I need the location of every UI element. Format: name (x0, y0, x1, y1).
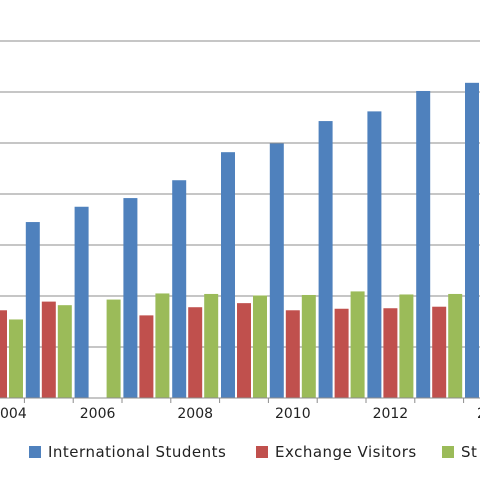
legend-label: International Students (48, 443, 226, 461)
x-tick-label: 2012 (373, 406, 409, 422)
bar-st-2011 (350, 291, 365, 398)
legend-swatch (256, 446, 268, 458)
bar-st-2008 (204, 293, 219, 398)
bar-st-2006 (106, 299, 121, 398)
legend-swatch (442, 446, 454, 458)
bar-st-2010 (301, 294, 316, 398)
bar-st-2005 (57, 305, 72, 398)
x-tick-label: 2006 (80, 406, 116, 422)
bar-exchange-visitors-2013 (432, 306, 447, 398)
bar-exchange-visitors-2011 (334, 308, 349, 398)
bar-international-students-2005 (25, 222, 40, 398)
bar-exchange-visitors-2009 (237, 303, 251, 398)
bar-international-students-2006 (74, 206, 89, 398)
bar-exchange-visitors-2012 (383, 308, 398, 398)
bar-international-students-2012 (367, 111, 382, 398)
bar-exchange-visitors-2005 (41, 301, 56, 398)
bar-st-2007 (155, 293, 170, 398)
x-tick-label: 2008 (177, 406, 213, 422)
x-tick-label-clipped: 2 (477, 406, 480, 422)
bar-international-students-2013 (416, 90, 431, 398)
bar-international-students-2009 (221, 152, 235, 398)
bar-st-2004 (9, 319, 23, 398)
bar-international-students-2008 (172, 180, 187, 398)
legend: International Students Exchange Visitors S… (29, 443, 477, 461)
bar-international-students-2007 (123, 198, 138, 398)
legend-swatch (29, 446, 41, 458)
bar-exchange-visitors-2008 (188, 307, 203, 398)
bar-international-students-2010 (269, 143, 284, 398)
bar-exchange-visitors-2010 (285, 310, 300, 398)
bar-international-students-2014 (465, 82, 479, 398)
bar-st-2012 (399, 294, 414, 398)
bar-exchange-visitors-2004 (0, 310, 7, 398)
x-axis: 004 2006 2008 2010 2012 2 (0, 397, 480, 422)
bars (0, 82, 479, 398)
bar-st-2013 (448, 293, 463, 398)
bar-exchange-visitors-2007 (139, 315, 154, 398)
legend-label: Exchange Visitors (275, 443, 417, 461)
x-tick-label: 004 (0, 406, 27, 422)
legend-label: St (461, 443, 477, 461)
x-tick-label: 2010 (275, 406, 311, 422)
bar-st-2009 (253, 295, 267, 398)
bar-international-students-2011 (318, 121, 333, 398)
